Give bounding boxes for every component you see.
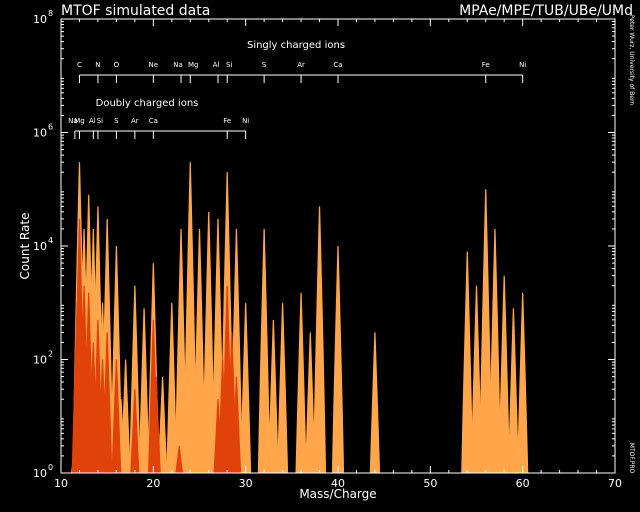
y-tick-label-2: 10 <box>33 240 47 253</box>
peak-s0-36 <box>498 275 510 473</box>
peak-s1-13 <box>175 445 184 473</box>
singly-ion-label-5: Mg <box>188 61 198 69</box>
y-tick-exp-4: 8 <box>48 9 53 18</box>
peak-s0-17 <box>183 162 198 473</box>
singly-charged-title: Singly charged ions <box>247 40 345 51</box>
peak-s0-11 <box>129 285 141 473</box>
peak-s0-28 <box>305 332 316 473</box>
singly-ion-label-8: S <box>262 61 267 69</box>
peak-s0-18 <box>193 228 206 473</box>
y-tick-exp-3: 6 <box>48 123 53 132</box>
x-tick-label-60: 60 <box>516 477 530 490</box>
peak-s1-18 <box>231 376 242 473</box>
peak-s0-25 <box>268 319 279 473</box>
peak-s0-24 <box>257 228 271 473</box>
peak-s0-37 <box>507 308 519 473</box>
peak-s0-38 <box>517 292 529 473</box>
doubly-ion-label-4: S <box>114 117 119 125</box>
doubly-charged-title: Doubly charged ions <box>96 98 199 109</box>
y-tick-exp-1: 2 <box>48 350 53 359</box>
singly-ion-label-9: Ar <box>297 61 305 69</box>
peak-s1-8 <box>111 359 122 473</box>
y-axis-label: Count Rate <box>18 213 32 280</box>
y-tick-label-1: 10 <box>33 354 47 367</box>
peak-s0-19 <box>202 211 216 473</box>
peak-s0-31 <box>369 332 381 473</box>
singly-ion-label-4: Na <box>173 61 183 69</box>
peak-s0-29 <box>313 206 327 474</box>
x-axis-label: Mass/Charge <box>299 487 376 501</box>
peak-s0-35 <box>488 228 502 473</box>
y-tick-exp-0: 0 <box>48 463 53 472</box>
doubly-ion-label-1: Mg <box>74 117 84 125</box>
spectrum-series-layer <box>70 162 529 474</box>
peak-s0-14 <box>157 376 168 473</box>
chart-credit: MPAe/MPE/TUB/UBe/UMd <box>459 3 633 19</box>
peak-s0-12 <box>138 308 150 473</box>
peak-s0-34 <box>479 189 493 473</box>
peak-s0-26 <box>277 302 289 473</box>
peak-s0-10 <box>120 359 131 473</box>
x-tick-label-70: 70 <box>608 477 622 490</box>
peak-s0-15 <box>166 302 178 473</box>
doubly-ion-label-2: Al <box>89 117 96 125</box>
doubly-ion-label-6: Ca <box>149 117 158 125</box>
doubly-ion-label-3: Si <box>97 117 103 125</box>
doubly-ion-label-8: Ni <box>242 117 249 125</box>
singly-ion-label-12: Ni <box>519 61 526 69</box>
doubly-ion-label-0: Na <box>68 117 78 125</box>
y-tick-label-4: 10 <box>33 13 47 26</box>
y-tick-label-3: 10 <box>33 127 47 140</box>
x-tick-label-40: 40 <box>331 477 345 490</box>
x-tick-label-30: 30 <box>239 477 253 490</box>
x-tick-label-50: 50 <box>423 477 437 490</box>
x-tick-label-10: 10 <box>54 477 68 490</box>
peak-s1-12 <box>151 376 161 473</box>
program-code: MTOF.PRO <box>628 443 635 474</box>
peak-s0-32 <box>461 251 474 473</box>
doubly-ion-label-5: Ar <box>131 117 139 125</box>
x-tick-label-20: 20 <box>146 477 160 490</box>
singly-ion-label-11: Fe <box>482 61 490 69</box>
peak-s0-23 <box>240 302 252 473</box>
vertical-credit: Peter Wurz, University of Bern <box>628 15 635 105</box>
y-tick-label-0: 10 <box>33 467 47 480</box>
chart-title: MTOF simulated data <box>61 3 211 19</box>
doubly-ion-label-7: Fe <box>223 117 231 125</box>
peak-s0-27 <box>295 292 307 473</box>
singly-ion-label-3: Ne <box>149 61 159 69</box>
singly-ion-label-6: Al <box>213 61 220 69</box>
singly-ion-label-0: C <box>77 61 82 69</box>
peak-s1-9 <box>130 389 140 473</box>
singly-ion-label-2: O <box>114 61 120 69</box>
y-tick-exp-2: 4 <box>48 236 53 245</box>
peak-s1-7 <box>101 332 113 473</box>
singly-ion-label-7: Si <box>226 61 232 69</box>
peak-s0-30 <box>331 246 345 473</box>
peak-s0-16 <box>174 228 188 473</box>
peak-s0-33 <box>470 285 483 473</box>
singly-ion-label-10: Ca <box>333 61 342 69</box>
singly-ion-label-1: N <box>95 61 100 69</box>
